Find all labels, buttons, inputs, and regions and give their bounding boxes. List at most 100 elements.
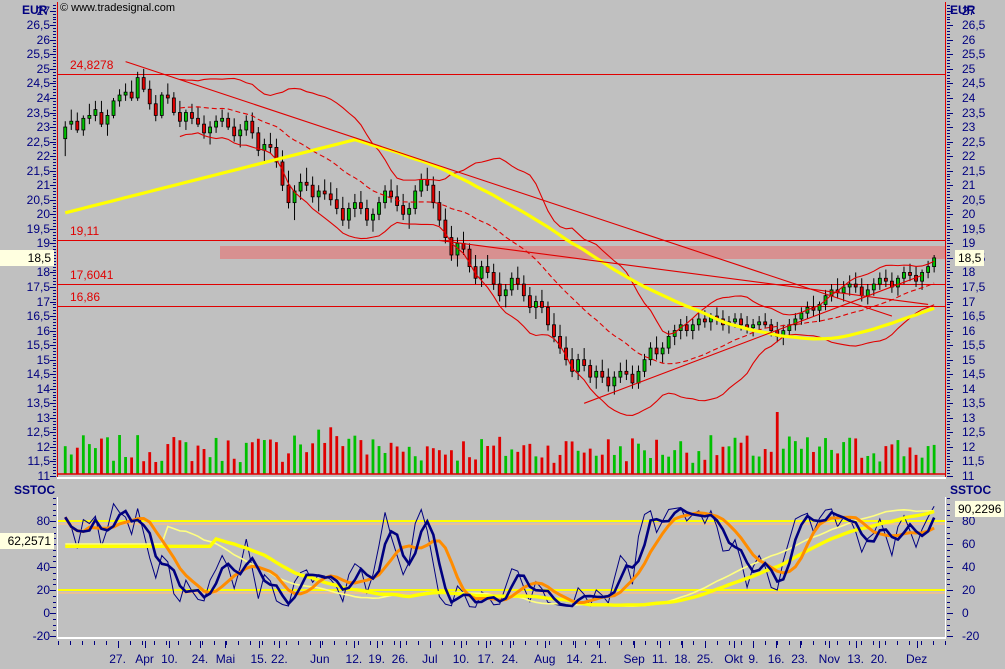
price-y-minor-tick bbox=[947, 415, 950, 416]
volume-bar bbox=[184, 442, 188, 474]
price-y-minor-tick bbox=[53, 415, 56, 416]
indicator-y-minor-tick bbox=[947, 561, 950, 562]
indicator-y-minor-tick bbox=[947, 556, 950, 557]
price-y-minor-tick bbox=[53, 176, 56, 177]
volume-bar bbox=[564, 441, 568, 474]
volume-bar bbox=[872, 453, 876, 474]
price-y-label: 12 bbox=[36, 439, 50, 454]
volume-bar bbox=[281, 461, 284, 474]
price-y-minor-tick bbox=[53, 78, 56, 79]
price-y-tick bbox=[947, 113, 953, 114]
price-y-minor-tick bbox=[53, 171, 56, 172]
x-axis-major-tick bbox=[829, 641, 830, 648]
x-axis-minor-tick bbox=[789, 641, 790, 645]
price-y-label: 22 bbox=[36, 149, 50, 164]
x-axis-minor-tick bbox=[609, 641, 610, 645]
indicator-y-minor-tick bbox=[53, 613, 56, 614]
x-axis-major-tick bbox=[776, 641, 777, 648]
x-axis-minor-tick bbox=[873, 641, 874, 645]
candle-body bbox=[666, 336, 671, 349]
price-y-minor-tick bbox=[53, 336, 56, 337]
volume-bar bbox=[757, 456, 761, 474]
price-y-minor-tick bbox=[947, 447, 950, 448]
price-y-minor-tick bbox=[53, 142, 56, 143]
x-axis-minor-tick bbox=[190, 641, 191, 645]
candle-body bbox=[642, 359, 647, 372]
price-y-minor-tick bbox=[53, 51, 56, 52]
volume-bar bbox=[625, 461, 628, 474]
price-y-label: 24 bbox=[36, 90, 50, 105]
volume-bar bbox=[769, 451, 773, 474]
volume-bar bbox=[812, 451, 815, 474]
volume-bar bbox=[262, 440, 266, 474]
candle-body bbox=[401, 205, 406, 215]
indicator-y-label: 20 bbox=[36, 583, 50, 597]
indicator-y-minor-tick bbox=[53, 550, 56, 551]
price-y-minor-tick bbox=[53, 397, 56, 398]
volume-bar bbox=[462, 441, 465, 474]
x-axis-major-tick bbox=[917, 641, 918, 648]
x-axis-label: 19. bbox=[368, 652, 385, 666]
candle-body bbox=[473, 266, 478, 279]
volume-bar bbox=[667, 456, 671, 474]
candle-body bbox=[908, 272, 912, 276]
candle-body bbox=[316, 190, 321, 198]
x-axis-major-tick bbox=[510, 641, 511, 648]
volume-bar bbox=[637, 443, 640, 474]
volume-bar bbox=[118, 435, 121, 474]
price-y-label: 12,5 bbox=[26, 425, 50, 440]
price-y-minor-tick bbox=[947, 336, 950, 337]
indicator-y-label: 80 bbox=[36, 514, 50, 528]
price-y-tick bbox=[947, 447, 953, 448]
volume-bar bbox=[824, 438, 827, 474]
price-y-minor-tick bbox=[53, 322, 56, 323]
x-axis-minor-tick bbox=[154, 641, 155, 645]
x-axis-label: 18. bbox=[674, 652, 691, 666]
x-axis-label: 16. bbox=[767, 652, 785, 666]
price-y-minor-tick bbox=[53, 255, 56, 256]
price-y-minor-tick bbox=[947, 113, 950, 114]
volume-bar bbox=[848, 437, 852, 474]
price-y-minor-tick bbox=[947, 264, 950, 265]
candle-body bbox=[763, 321, 768, 326]
x-axis-minor-tick bbox=[262, 641, 263, 645]
trend-line-down-2 bbox=[439, 239, 929, 305]
indicator-y-minor-tick bbox=[947, 590, 950, 591]
price-y-minor-tick bbox=[53, 22, 56, 23]
price-y-minor-tick bbox=[53, 81, 56, 82]
indicator-y-label: 40 bbox=[962, 560, 976, 574]
candle-body bbox=[902, 272, 906, 279]
x-axis-minor-tick bbox=[585, 641, 586, 645]
price-y-minor-tick bbox=[947, 470, 950, 471]
indicator-y-tick bbox=[947, 636, 953, 637]
candle-body bbox=[371, 213, 375, 221]
price-y-minor-tick bbox=[53, 37, 56, 38]
candle-body bbox=[739, 318, 743, 326]
indicator-y-label: -20 bbox=[32, 629, 50, 643]
indicator-unit-left: SSTOC bbox=[14, 483, 56, 497]
x-axis-minor-tick bbox=[561, 641, 562, 645]
price-y-minor-tick bbox=[53, 272, 56, 273]
price-y-minor-tick bbox=[947, 11, 950, 12]
price-y-minor-tick bbox=[53, 89, 56, 90]
indicator-y-tick bbox=[947, 567, 953, 568]
price-y-minor-tick bbox=[947, 450, 950, 451]
indicator-y-minor-tick bbox=[53, 533, 56, 534]
price-y-minor-tick bbox=[53, 287, 56, 288]
candle-body bbox=[214, 120, 218, 128]
price-y-minor-tick bbox=[947, 142, 950, 143]
x-axis-minor-tick bbox=[861, 641, 862, 645]
price-y-minor-tick bbox=[947, 156, 950, 157]
x-axis-minor-tick bbox=[358, 641, 359, 645]
indicator-y-minor-tick bbox=[947, 521, 950, 522]
price-y-minor-tick bbox=[53, 168, 56, 169]
price-y-tick bbox=[947, 403, 953, 404]
indicator-y-minor-tick bbox=[947, 515, 950, 516]
price-y-minor-tick bbox=[947, 351, 950, 352]
candle-body bbox=[576, 359, 581, 372]
x-axis-major-tick bbox=[259, 641, 260, 648]
volume-bar bbox=[377, 446, 381, 474]
candle-body bbox=[793, 318, 798, 326]
price-y-label: 12,5 bbox=[962, 425, 986, 440]
x-axis-label: 24. bbox=[191, 652, 209, 666]
